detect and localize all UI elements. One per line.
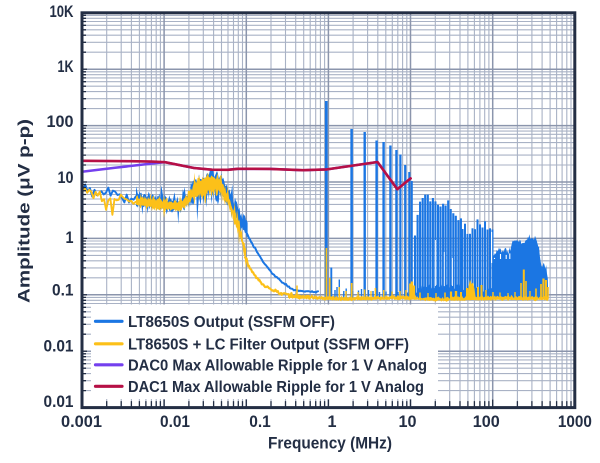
svg-text:0.01: 0.01 xyxy=(44,336,74,355)
svg-text:LT8650S Output (SSFM OFF): LT8650S Output (SSFM OFF) xyxy=(128,314,335,331)
svg-text:100: 100 xyxy=(473,412,500,431)
svg-text:10: 10 xyxy=(399,412,417,431)
svg-text:0.01: 0.01 xyxy=(44,392,74,411)
svg-text:DAC0 Max Allowable Ripple for: DAC0 Max Allowable Ripple for 1 V Analog xyxy=(128,358,427,375)
svg-text:1: 1 xyxy=(66,228,74,247)
svg-text:0.1: 0.1 xyxy=(52,280,74,299)
svg-text:0.01: 0.01 xyxy=(160,412,190,431)
svg-text:0.001: 0.001 xyxy=(61,412,102,431)
svg-text:LT8650S + LC Filter Output (SS: LT8650S + LC Filter Output (SSFM OFF) xyxy=(128,337,409,354)
svg-text:Frequency (MHz): Frequency (MHz) xyxy=(268,434,392,453)
svg-text:1K: 1K xyxy=(58,57,75,76)
svg-text:0.1: 0.1 xyxy=(249,412,271,431)
svg-text:100: 100 xyxy=(47,112,74,131)
svg-text:1000: 1000 xyxy=(558,412,592,431)
svg-text:DAC1 Max Allowable Ripple for: DAC1 Max Allowable Ripple for 1 V Analog xyxy=(128,379,424,396)
svg-text:Amplitude (μV p-p): Amplitude (μV p-p) xyxy=(15,119,34,303)
svg-text:1: 1 xyxy=(328,412,337,431)
svg-text:10K: 10K xyxy=(50,2,75,21)
svg-text:10: 10 xyxy=(58,168,74,187)
